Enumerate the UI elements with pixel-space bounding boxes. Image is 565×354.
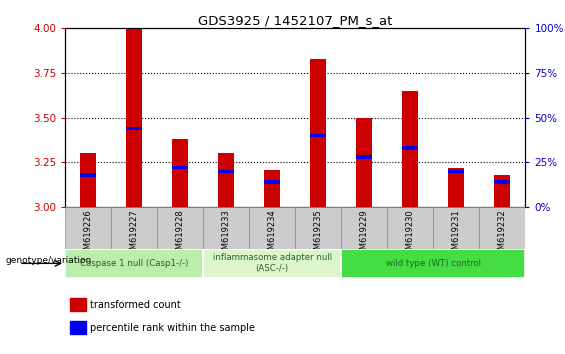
Bar: [111, 207, 157, 250]
Bar: [494, 175, 511, 207]
Text: GSM619231: GSM619231: [452, 209, 461, 260]
Bar: [80, 173, 96, 177]
Bar: [172, 166, 188, 169]
Bar: [203, 207, 249, 250]
Bar: [402, 91, 419, 207]
Text: GSM619234: GSM619234: [268, 209, 277, 260]
Bar: [65, 207, 111, 250]
Text: percentile rank within the sample: percentile rank within the sample: [90, 323, 255, 333]
Bar: [218, 154, 234, 207]
Bar: [479, 207, 525, 250]
Text: GSM619229: GSM619229: [360, 209, 369, 260]
Bar: [356, 155, 372, 159]
Bar: [126, 127, 142, 130]
Bar: [218, 170, 234, 173]
Bar: [126, 28, 142, 207]
Bar: [310, 134, 327, 137]
Bar: [494, 181, 511, 184]
Text: genotype/variation: genotype/variation: [6, 256, 92, 265]
Text: GSM619233: GSM619233: [221, 209, 231, 260]
Bar: [433, 207, 479, 250]
Bar: [341, 207, 388, 250]
Title: GDS3925 / 1452107_PM_s_at: GDS3925 / 1452107_PM_s_at: [198, 14, 393, 27]
Text: GSM619230: GSM619230: [406, 209, 415, 260]
Text: GSM619232: GSM619232: [498, 209, 507, 260]
Bar: [249, 207, 295, 250]
Bar: [69, 298, 86, 311]
Bar: [356, 118, 372, 207]
Text: GSM619235: GSM619235: [314, 209, 323, 260]
Bar: [295, 207, 341, 250]
Bar: [80, 154, 96, 207]
Text: GSM619227: GSM619227: [129, 209, 138, 260]
Bar: [264, 170, 280, 207]
Bar: [402, 147, 419, 150]
Bar: [341, 249, 525, 278]
Text: wild type (WT) control: wild type (WT) control: [386, 259, 481, 268]
Text: GSM619228: GSM619228: [176, 209, 185, 260]
Bar: [388, 207, 433, 250]
Bar: [157, 207, 203, 250]
Text: GSM619226: GSM619226: [84, 209, 93, 260]
Text: inflammasome adapter null
(ASC-/-): inflammasome adapter null (ASC-/-): [212, 253, 332, 273]
Bar: [310, 59, 327, 207]
Text: Caspase 1 null (Casp1-/-): Caspase 1 null (Casp1-/-): [80, 259, 188, 268]
Bar: [264, 181, 280, 184]
Bar: [448, 168, 464, 207]
Bar: [65, 249, 203, 278]
Bar: [69, 321, 86, 334]
Text: transformed count: transformed count: [90, 300, 181, 310]
Bar: [448, 170, 464, 173]
Bar: [172, 139, 188, 207]
Bar: [203, 249, 341, 278]
